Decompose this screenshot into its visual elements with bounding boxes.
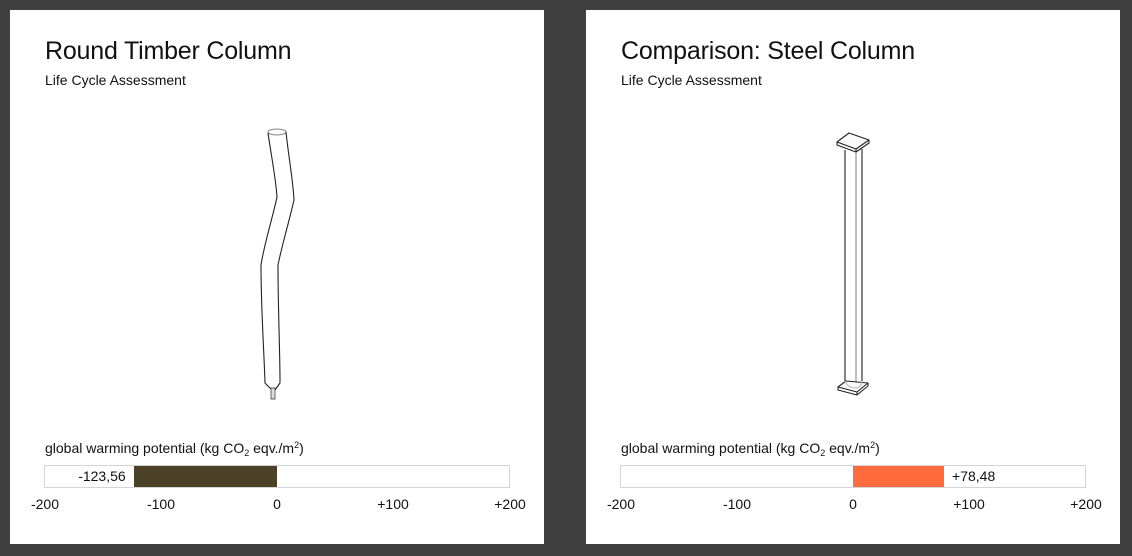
gauge-label-text: eqv./m	[825, 440, 871, 456]
gauge-label: global warming potential (kg CO2 eqv./m2…	[621, 440, 880, 458]
tick-label: +100	[377, 496, 409, 512]
gauge-label-text: )	[299, 440, 304, 456]
gauge-label-text: )	[875, 440, 880, 456]
steel-column-card: Comparison: Steel Column Life Cycle Asse…	[586, 10, 1120, 544]
card-title: Round Timber Column	[45, 37, 292, 65]
tick-label: 0	[273, 496, 281, 512]
timber-column-card: Round Timber Column Life Cycle Assessmen…	[10, 10, 544, 544]
card-subtitle: Life Cycle Assessment	[45, 72, 186, 88]
gwp-value: -123,56	[78, 468, 126, 484]
gauge-label-text: eqv./m	[249, 440, 295, 456]
gwp-bar-fill	[853, 466, 945, 487]
gauge-label-sub: 2	[244, 448, 250, 458]
gwp-bar-track: +78,48	[620, 465, 1086, 488]
tick-label: +200	[1070, 496, 1102, 512]
tick-label: -100	[722, 496, 752, 512]
tick-label: -100	[146, 496, 176, 512]
steel-column-drawing-icon	[836, 132, 870, 396]
card-subtitle: Life Cycle Assessment	[621, 72, 762, 88]
tick-label: -200	[30, 496, 60, 512]
tick-label: +200	[494, 496, 526, 512]
gauge-label-sub: 2	[820, 448, 826, 458]
tick-label: 0	[849, 496, 857, 512]
gwp-value: +78,48	[952, 468, 996, 484]
gwp-bar-fill	[133, 466, 277, 487]
tick-label: -200	[606, 496, 636, 512]
gauge-label-sup: 2	[294, 440, 300, 450]
gauge-label-text: global warming potential (kg CO	[45, 440, 245, 456]
gauge-label-text: global warming potential (kg CO	[621, 440, 821, 456]
gwp-bar-track: -123,56	[44, 465, 510, 488]
gauge-label-sup: 2	[870, 440, 876, 450]
gauge-label: global warming potential (kg CO2 eqv./m2…	[45, 440, 304, 458]
round-timber-column-drawing-icon	[260, 128, 295, 400]
tick-label: +100	[953, 496, 985, 512]
card-title: Comparison: Steel Column	[621, 37, 915, 65]
